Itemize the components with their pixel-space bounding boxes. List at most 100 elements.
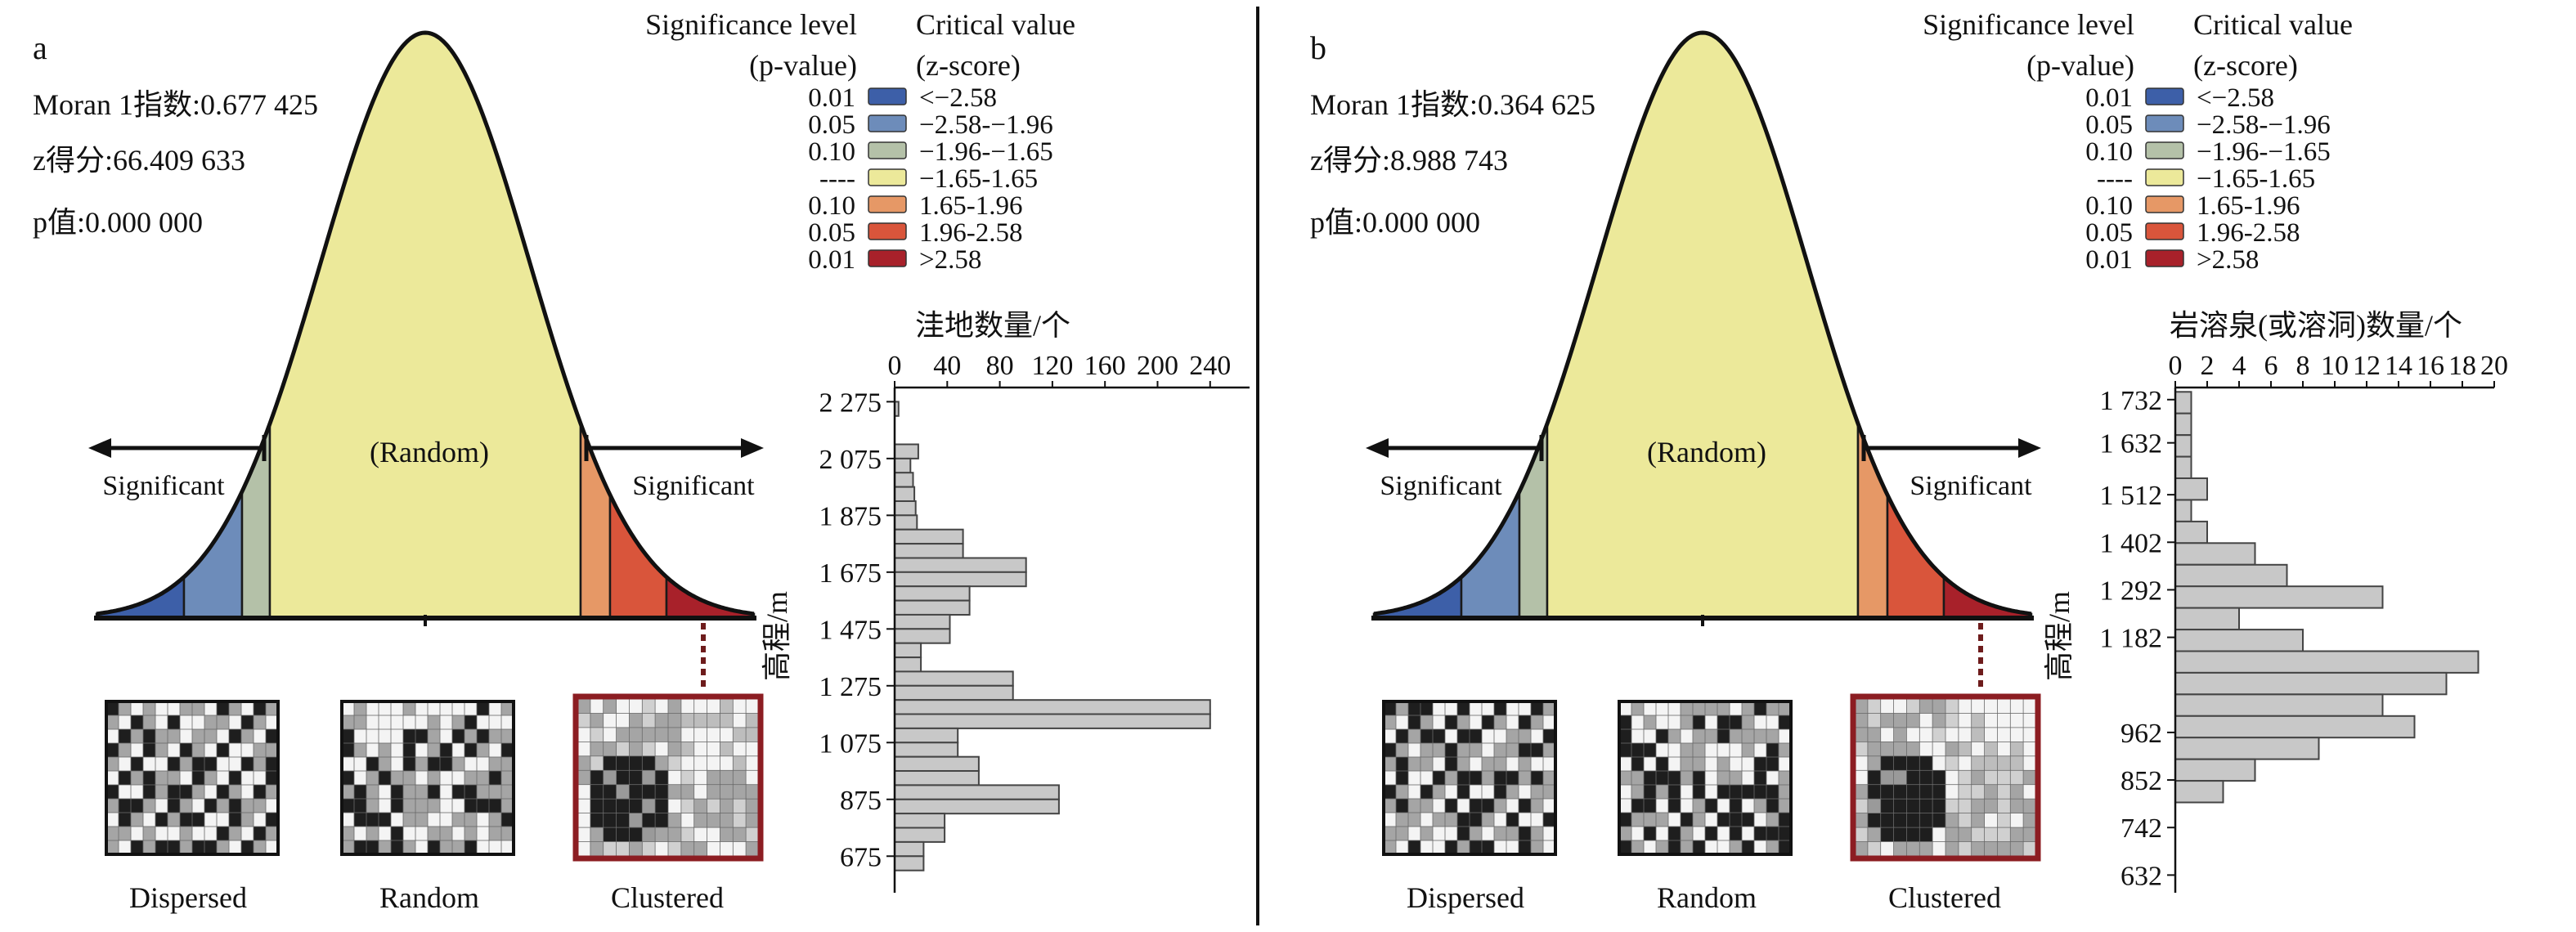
pattern-cell (180, 799, 193, 813)
x-tick-label: 10 (2321, 351, 2349, 381)
pattern-cell (229, 827, 242, 841)
pattern-cell (106, 840, 119, 855)
histogram-1: 岩溶泉(或溶洞)数量/个0 2 4 6 8 10 12 14 16 18 201 7321 6321… (2043, 309, 2508, 893)
pattern-cell (1470, 813, 1483, 827)
pattern-cell (1855, 728, 1869, 742)
pattern-cell (655, 842, 669, 857)
pattern-cell (1894, 842, 1908, 857)
pattern-cell (131, 743, 144, 758)
histogram-bar (2175, 716, 2415, 737)
pattern-cell (1668, 827, 1681, 841)
pattern-cell (1631, 785, 1645, 800)
pattern-cell (379, 840, 392, 855)
pattern-cell (204, 743, 218, 758)
pattern-cell (1959, 799, 1972, 813)
pattern-cell (1396, 701, 1409, 716)
pattern-cell (192, 757, 205, 772)
pattern-cell (1420, 715, 1434, 730)
pattern-cell (655, 827, 669, 842)
pattern-cell (617, 785, 631, 800)
legend-swatch (868, 115, 906, 132)
pattern-cell (1742, 757, 1755, 772)
pattern-cell (440, 827, 453, 841)
y-tick-label: 1 675 (819, 558, 882, 589)
pattern-cell (1717, 827, 1730, 841)
pattern-cell (180, 701, 193, 716)
x-tick-label: 8 (2296, 351, 2310, 381)
pattern-cell (204, 771, 218, 786)
pattern-cell (1945, 770, 1959, 785)
pattern-cell (1742, 743, 1755, 758)
pattern-cell (617, 714, 631, 728)
pattern-cell (1855, 842, 1869, 857)
pattern-cell (694, 827, 708, 842)
pattern-cell (604, 813, 617, 828)
pattern-cell (1717, 757, 1730, 772)
pattern-cell (2023, 827, 2037, 842)
pattern-cell (694, 799, 708, 813)
y-tick-label: 1 632 (2100, 429, 2163, 459)
histogram-bar (895, 586, 970, 600)
pattern-cell (477, 743, 490, 758)
histogram-bar (2175, 694, 2383, 715)
pattern-cell (1959, 756, 1972, 771)
legend-sig-header: Significance level (1923, 8, 2134, 41)
legend-crit-header: Critical value (2193, 8, 2353, 41)
pattern-cell (1384, 799, 1397, 813)
pattern-cell (655, 742, 669, 756)
pattern-cell (1482, 701, 1495, 716)
pattern-cell (452, 827, 465, 841)
pattern-cell (217, 827, 230, 841)
pattern-cell (707, 728, 721, 742)
pattern-cell (192, 813, 205, 827)
y-tick-label: 962 (2120, 719, 2162, 749)
pattern-cell (1681, 785, 1694, 800)
pattern-cell (415, 785, 429, 800)
pattern-cell (1972, 742, 1986, 756)
pattern-cell (590, 770, 604, 785)
pattern-cell (1681, 771, 1694, 786)
pattern-cell (2023, 742, 2037, 756)
x-tick-label: 40 (933, 351, 961, 381)
pattern-cell (168, 757, 181, 772)
pattern-cell (1384, 827, 1397, 841)
pattern-cell (1470, 743, 1483, 758)
pattern-cell (1506, 729, 1519, 744)
pattern-cell (668, 770, 682, 785)
pattern-cell (217, 840, 230, 855)
pattern-cell (106, 813, 119, 827)
moran-stat-2: p值:0.000 000 (33, 206, 203, 239)
pattern-cell (1959, 742, 1972, 756)
pattern-cell (1855, 714, 1869, 728)
pattern-cell (241, 729, 254, 744)
pattern-cell (1717, 743, 1730, 758)
pattern-cell (1482, 757, 1495, 772)
pattern-cell (629, 827, 643, 842)
panel-letter: b (1310, 29, 1326, 66)
pattern-cell (642, 728, 656, 742)
pattern-cell (489, 771, 502, 786)
pattern-cell (1656, 757, 1669, 772)
pattern-cell (1881, 714, 1895, 728)
pattern-cell (452, 715, 465, 730)
pattern-cell (1693, 757, 1706, 772)
pattern-cell (452, 729, 465, 744)
pattern-cell (1681, 729, 1694, 744)
pattern-cell (1754, 729, 1767, 744)
legend-p-value: 0.01 (808, 83, 855, 113)
pattern-cell (720, 785, 734, 800)
pattern-cell (477, 827, 490, 841)
pattern-cell (1531, 771, 1544, 786)
pattern-cell (342, 827, 355, 841)
pattern-cell (1470, 785, 1483, 800)
pattern-cell (464, 827, 478, 841)
pattern-cell (1433, 771, 1446, 786)
pattern-cell (1470, 701, 1483, 716)
pattern-cell (604, 714, 617, 728)
pattern-cell (1693, 785, 1706, 800)
pattern-cell (1742, 715, 1755, 730)
pattern-cell (391, 840, 404, 855)
pattern-cell (131, 701, 144, 716)
x-tick-label: 12 (2353, 351, 2381, 381)
pattern-cell (192, 743, 205, 758)
